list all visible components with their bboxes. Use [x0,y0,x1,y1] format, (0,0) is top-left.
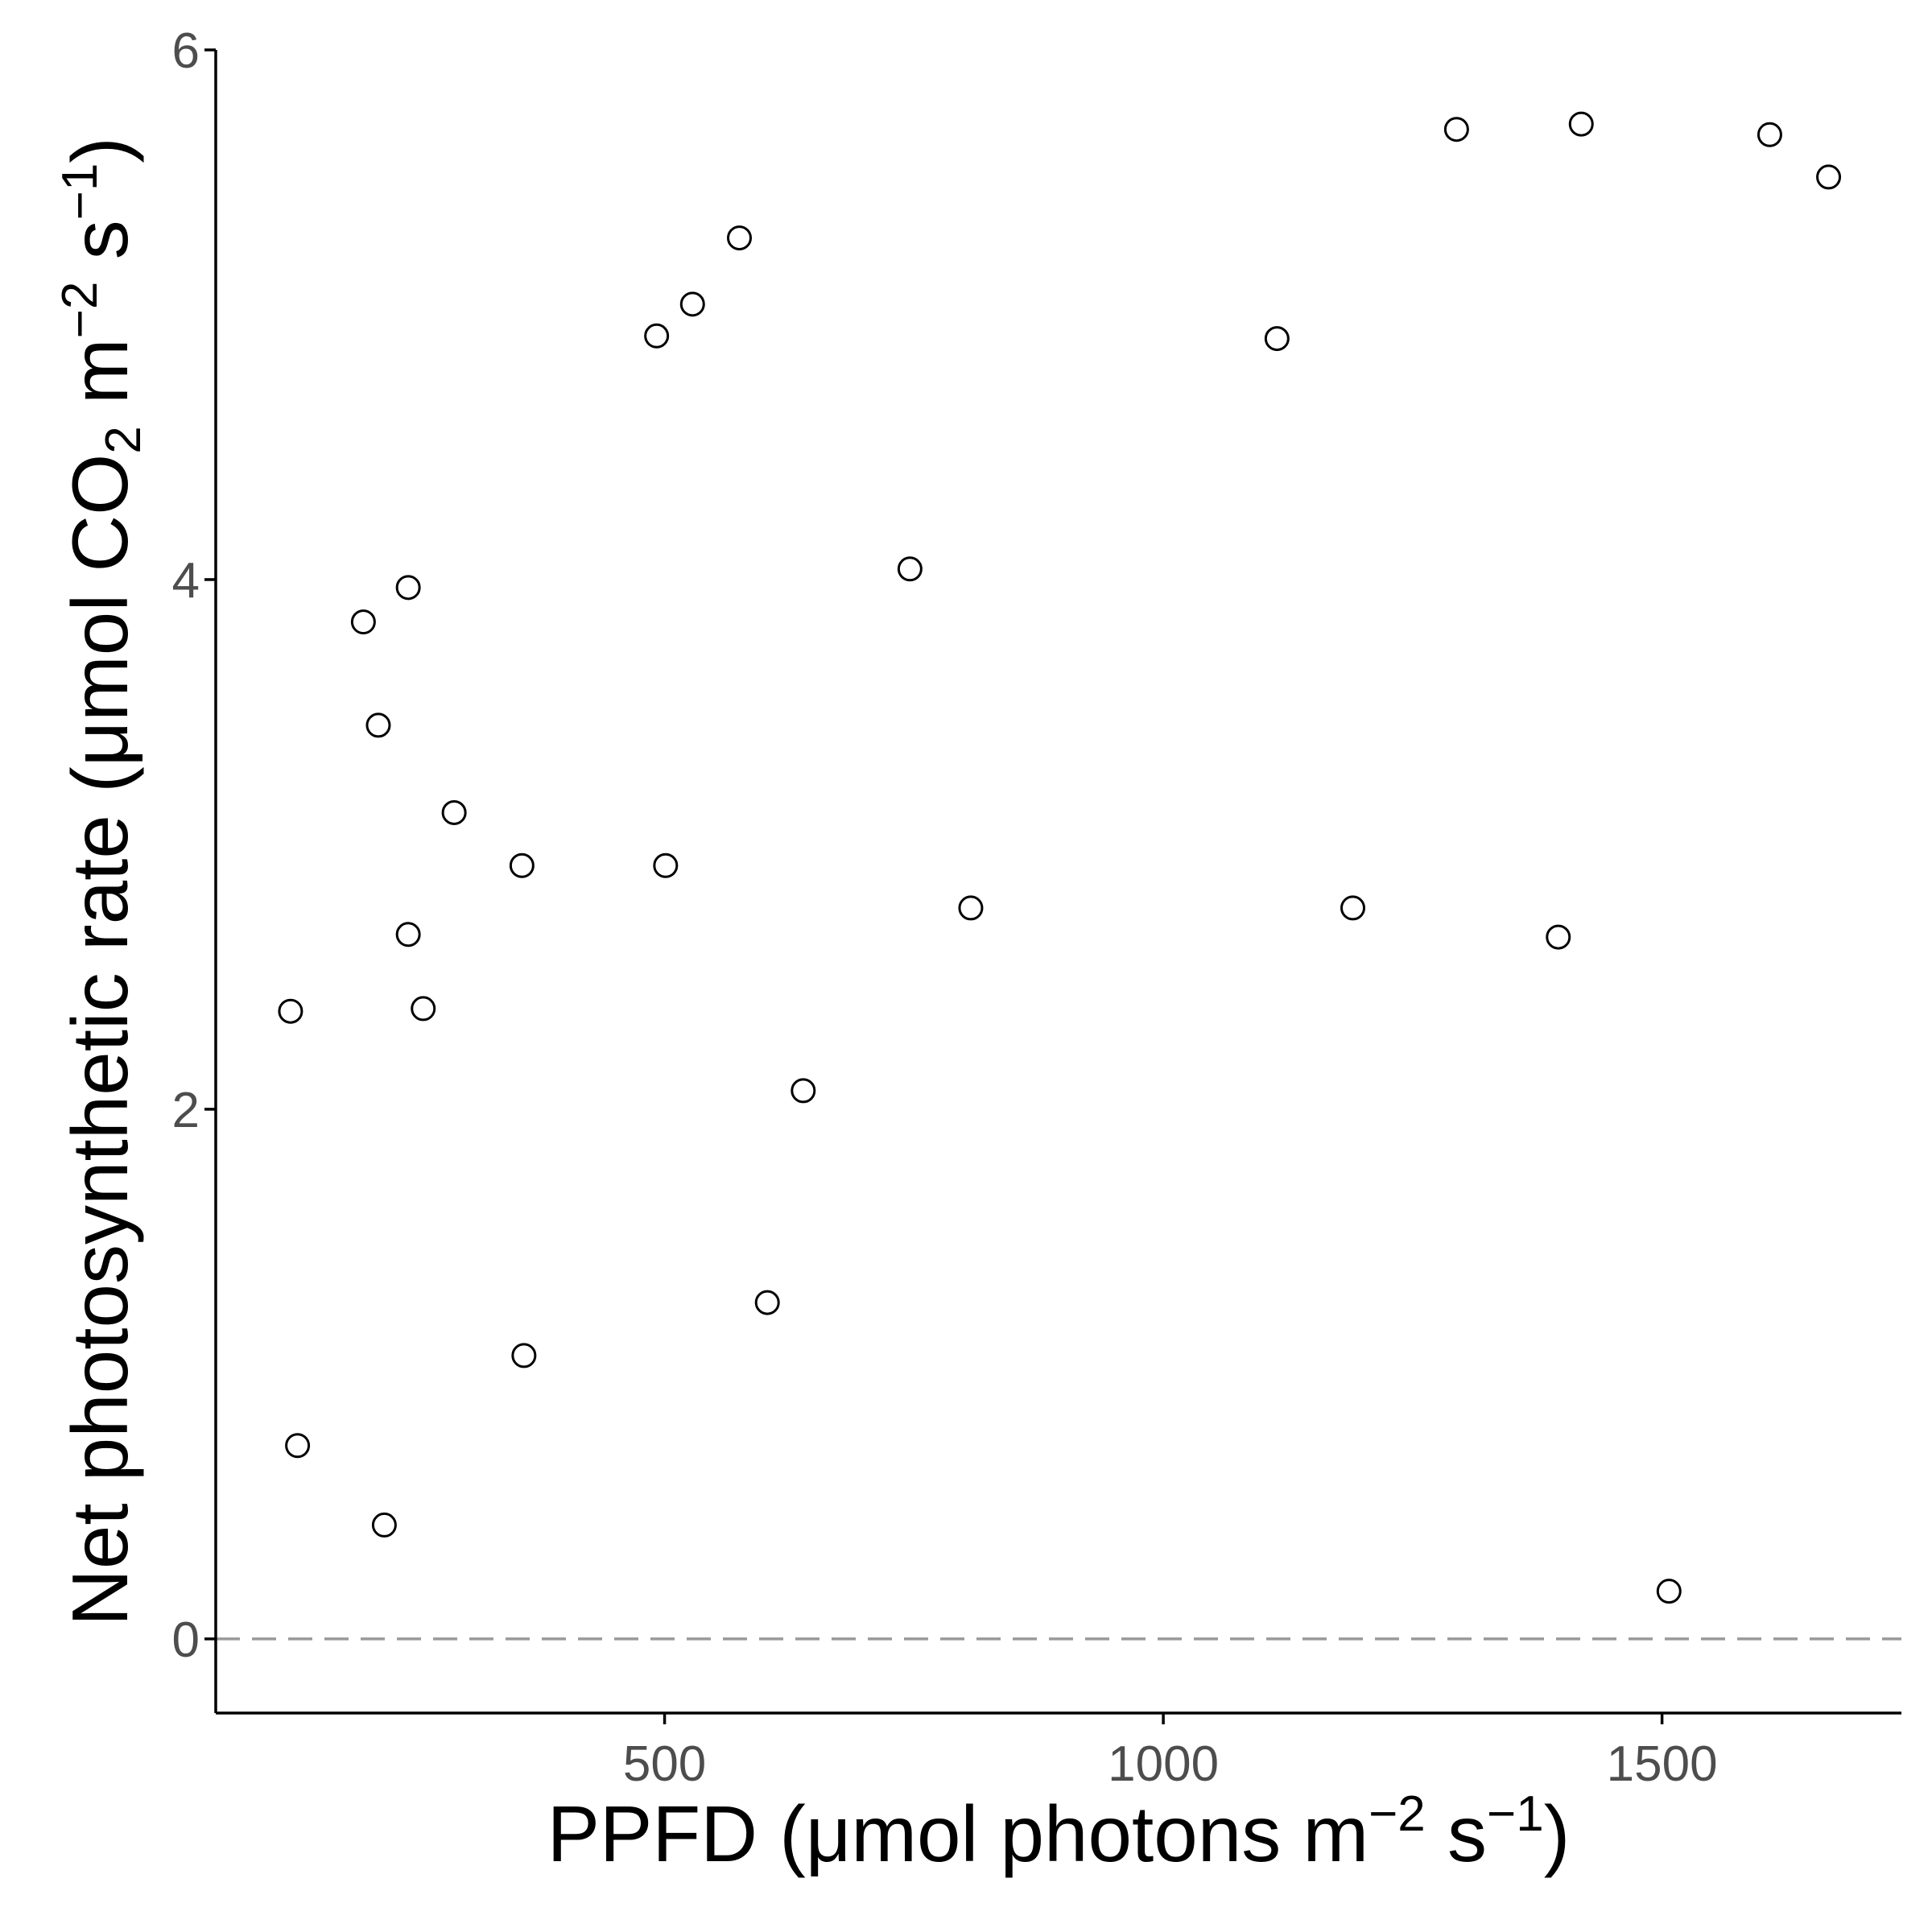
data-point [278,998,303,1024]
data-point [1757,122,1782,147]
x-tick-label: 1000 [1108,1736,1219,1792]
data-point [679,291,705,317]
data-point [395,922,421,947]
data-point [511,1343,537,1368]
data-point [285,1433,311,1459]
y-tick-label: 4 [172,553,200,609]
data-point [395,575,421,601]
data-point [1656,1579,1682,1604]
x-tick-label: 1500 [1607,1736,1718,1792]
data-point [1264,326,1290,352]
data-point [441,799,467,825]
x-tick-label: 500 [623,1736,706,1792]
data-points [278,111,1842,1604]
data-point [365,712,391,738]
axes [214,50,1901,1715]
data-point [411,996,436,1022]
data-point [644,323,670,349]
data-point [897,556,923,582]
data-point [1546,924,1571,950]
data-point [1340,895,1366,921]
y-tick-label: 0 [172,1612,200,1668]
data-point [509,852,535,878]
ticks: 500 1000 1500 0 2 4 6 [172,23,1718,1792]
data-point [1443,117,1469,142]
data-point [371,1512,397,1538]
data-point [1568,111,1594,137]
y-tick-label: 2 [172,1083,200,1138]
data-point [350,609,376,635]
data-point [958,895,984,921]
data-point [791,1078,816,1104]
x-axis-title: PPFD (μmol photons m−2 s−1) [547,1786,1571,1878]
data-point [754,1290,780,1315]
y-axis-title: Net photosynthetic rate (μmol CO2 m−2 s−… [52,137,151,1626]
data-point [1816,164,1842,190]
data-point [653,852,679,878]
y-tick-label: 6 [172,23,200,79]
data-point [727,225,753,251]
